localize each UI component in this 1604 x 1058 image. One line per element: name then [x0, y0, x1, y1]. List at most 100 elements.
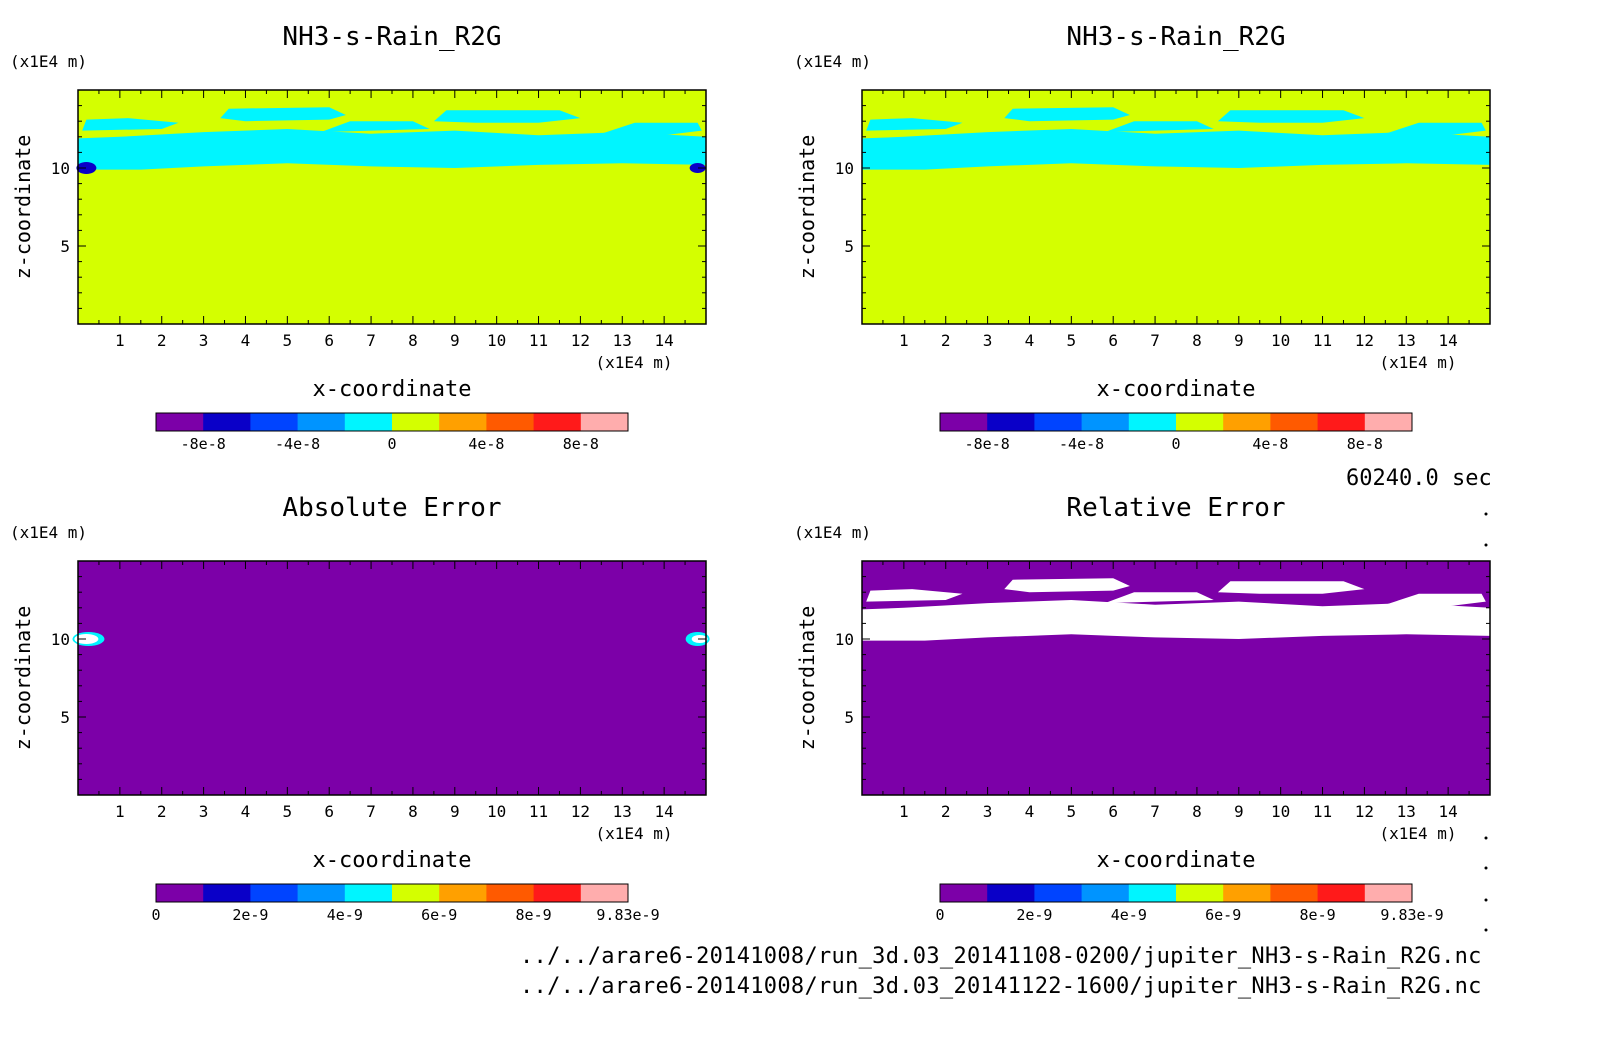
colorbar-label: 8e-8: [563, 435, 599, 453]
y-tick-label: 10: [835, 630, 854, 649]
x-tick-label: 14: [655, 331, 674, 350]
x-tick-label: 8: [1192, 331, 1202, 350]
colorbar-swatch: [250, 413, 299, 431]
chart-title: NH3-s-Rain_R2G: [282, 22, 501, 52]
x-tick-label: 1: [115, 802, 125, 821]
colorbar-label: 6e-9: [1205, 906, 1241, 924]
field-region-1: [862, 600, 1490, 641]
x-tick-label: 14: [655, 802, 674, 821]
x-tick-label: 8: [408, 331, 418, 350]
footer-file-1: ../../arare6-20141008/run_3d.03_20141108…: [520, 944, 1482, 969]
x-tick-label: 4: [1025, 331, 1035, 350]
colorbar-label: 4e-9: [327, 906, 363, 924]
colorbar-swatch: [1364, 884, 1413, 902]
x-tick-label: 3: [983, 802, 993, 821]
x-tick-label: 5: [1067, 331, 1077, 350]
colorbar-label: 8e-9: [516, 906, 552, 924]
field-region-3: [1217, 110, 1365, 123]
colorbar-swatch: [1128, 413, 1177, 431]
x-tick-label: 11: [1313, 802, 1332, 821]
x-tick-label: 5: [283, 331, 293, 350]
colorbar-swatch: [1176, 413, 1224, 431]
colorbar-swatch: [486, 884, 535, 902]
y-axis-label: z-coordinate: [11, 606, 35, 751]
colorbar-swatch: [297, 884, 346, 902]
x-tick-label: 9: [450, 331, 460, 350]
x-axis-label: x-coordinate: [1097, 377, 1256, 402]
colorbar-swatch: [297, 413, 346, 431]
x-tick-label: 4: [241, 802, 251, 821]
field-region-5: [1385, 593, 1486, 607]
x-tick-label: 2: [157, 802, 167, 821]
x-tick-label: 6: [324, 802, 334, 821]
x-axis-unit: (x1E4 m): [1379, 353, 1456, 372]
x-axis-unit: (x1E4 m): [1379, 824, 1456, 843]
edge-blob-right: [689, 163, 706, 173]
time-label: 60240.0 sec: [1346, 466, 1492, 491]
x-tick-label: 13: [613, 802, 632, 821]
colorbar-swatch: [439, 884, 487, 902]
colorbar-swatch: [1223, 413, 1271, 431]
colorbar-swatch: [1081, 884, 1130, 902]
colorbar-swatch: [1128, 884, 1177, 902]
colorbar-label: 6e-9: [421, 906, 457, 924]
colorbar-label: 8e-9: [1300, 906, 1336, 924]
y-tick-label: 5: [844, 237, 854, 256]
field-region-4: [82, 118, 179, 131]
edge-dot: [1484, 543, 1488, 547]
colorbar-label: -4e-8: [1059, 435, 1104, 453]
colorbar-swatch: [203, 884, 251, 902]
x-tick-label: 2: [157, 331, 167, 350]
x-axis-unit: (x1E4 m): [595, 824, 672, 843]
y-tick-label: 5: [60, 708, 70, 727]
edge-dot: [1484, 866, 1488, 870]
x-tick-label: 3: [983, 331, 993, 350]
x-tick-label: 13: [613, 331, 632, 350]
colorbar-swatch: [1034, 413, 1083, 431]
x-axis-label: x-coordinate: [1097, 848, 1256, 873]
x-tick-label: 14: [1439, 802, 1458, 821]
field-region-5: [1385, 122, 1486, 136]
y-axis-unit: (x1E4 m): [794, 523, 871, 542]
colorbar-swatch: [533, 884, 582, 902]
chart-panel-3: Absolute Error(x1E4 m)1 2 3 4 5 6 7 8 9 10 11 12 13 1…: [10, 493, 710, 924]
field-region-4: [866, 118, 963, 131]
x-tick-label: 6: [324, 331, 334, 350]
colorbar-label: 2e-9: [232, 906, 268, 924]
y-tick-label: 5: [844, 708, 854, 727]
colorbar-swatch: [1034, 884, 1083, 902]
x-tick-label: 9: [1234, 802, 1244, 821]
colorbar-swatch: [392, 413, 440, 431]
x-tick-label: 13: [1397, 331, 1416, 350]
field-region-6: [1104, 592, 1214, 604]
x-tick-label: 4: [1025, 802, 1035, 821]
colorbar-label: -8e-8: [181, 435, 226, 453]
y-axis-label: z-coordinate: [795, 135, 819, 280]
colorbar-swatch: [987, 413, 1035, 431]
colorbar-swatch: [156, 413, 204, 431]
x-axis-label: x-coordinate: [313, 377, 472, 402]
y-tick-label: 10: [835, 159, 854, 178]
colorbar-swatch: [344, 413, 393, 431]
colorbar-swatch: [392, 884, 440, 902]
x-tick-label: 3: [199, 331, 209, 350]
colorbar-swatch: [580, 413, 629, 431]
field-region-6: [320, 121, 430, 133]
colorbar-swatch: [987, 884, 1035, 902]
colorbar-label: 9.83e-9: [596, 906, 659, 924]
x-tick-label: 12: [1355, 331, 1374, 350]
chart-panel-1: NH3-s-Rain_R2G(x1E4 m)1 2 3 4 5 6 7 8 9 10 11 12 13 1…: [10, 22, 707, 453]
x-tick-label: 2: [941, 802, 951, 821]
x-tick-label: 10: [487, 802, 506, 821]
colorbar-swatch: [1081, 413, 1130, 431]
x-tick-label: 1: [899, 331, 909, 350]
colorbar-swatch: [1270, 884, 1319, 902]
footer-file-2: ../../arare6-20141008/run_3d.03_20141122…: [520, 974, 1482, 999]
field-region-1: [78, 129, 706, 170]
field-region-1: [862, 129, 1490, 170]
x-tick-label: 11: [1313, 331, 1332, 350]
x-tick-label: 11: [529, 331, 548, 350]
y-tick-label: 10: [51, 159, 70, 178]
edge-dot: [1484, 836, 1488, 840]
